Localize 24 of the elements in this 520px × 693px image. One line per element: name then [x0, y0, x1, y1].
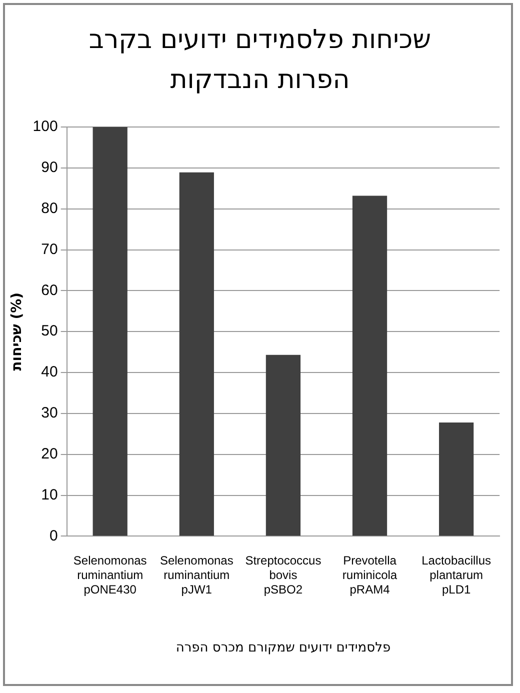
y-axis-title: שכיחות (%) — [9, 292, 26, 371]
x-tick-label: Selenomonas ruminantium pONE430 — [73, 554, 147, 597]
y-tick-label: 30 — [41, 404, 58, 422]
y-tick-label: 80 — [41, 200, 58, 217]
y-tick-label: 100 — [32, 118, 58, 136]
y-tick-label: 50 — [41, 322, 58, 340]
y-tick-label: 20 — [41, 446, 58, 462]
bar — [92, 127, 128, 536]
x-tick-label: Selenomonas ruminantium pJW1 — [160, 554, 234, 597]
x-tick-label: Streptococcus bovis pSBO2 — [245, 554, 322, 597]
bar — [352, 196, 388, 536]
x-tick-label: Prevotella ruminicola pRAM4 — [342, 554, 398, 597]
bar — [439, 422, 474, 536]
y-tick-label: 10 — [41, 486, 58, 504]
chart-title: שכיחות פלסמידים ידועים בקרב הפרות הנבדקות — [88, 24, 432, 97]
x-axis-title: פלסמידים ידועים שמקורם מכרס הפרה — [176, 640, 391, 656]
x-tick-label: Lactobacillus plantarum pLD1 — [422, 554, 491, 597]
y-tick-label: 0 — [49, 527, 58, 544]
y-tick-label: 90 — [41, 159, 58, 176]
bar — [266, 354, 301, 536]
y-tick-label: 40 — [41, 364, 58, 381]
y-tick-label: 60 — [41, 282, 58, 299]
bar — [179, 172, 214, 536]
y-tick-label: 70 — [41, 240, 58, 258]
